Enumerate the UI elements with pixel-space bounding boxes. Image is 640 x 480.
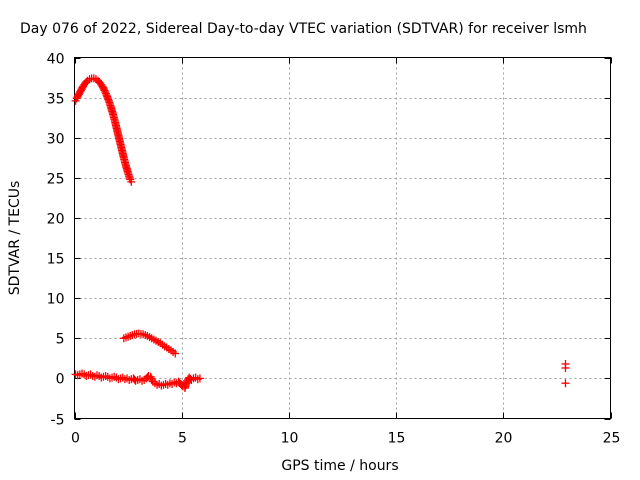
y-tick-label: 40 xyxy=(47,52,65,68)
x-tick-label: 15 xyxy=(388,431,406,447)
y-tick-label: -5 xyxy=(51,413,65,429)
grid-lines xyxy=(74,57,611,419)
series-track-high xyxy=(71,74,136,186)
x-tick-label: 25 xyxy=(603,431,621,447)
x-tick-label: 20 xyxy=(495,431,513,447)
data-point xyxy=(135,375,144,384)
y-tick-label: 20 xyxy=(47,212,65,228)
y-tick-label: 10 xyxy=(47,292,65,308)
x-tick-label: 10 xyxy=(281,431,299,447)
data-points xyxy=(71,74,570,393)
data-point xyxy=(84,371,93,380)
x-axis-label: GPS time / hours xyxy=(281,458,398,474)
axis-ticks xyxy=(74,57,612,420)
data-point xyxy=(561,379,570,388)
x-tick-label: 5 xyxy=(178,431,187,447)
chart-title: Day 076 of 2022, Sidereal Day-to-day VTE… xyxy=(20,21,587,37)
y-tick-label: 15 xyxy=(47,252,65,268)
y-tick-label: 25 xyxy=(47,172,65,188)
x-tick-label: 0 xyxy=(71,431,80,447)
data-point xyxy=(193,375,202,384)
y-tick-labels: -5 0 5 10 15 20 25 30 35 40 xyxy=(47,52,65,429)
y-tick-label: 5 xyxy=(56,332,65,348)
plot-frame xyxy=(74,57,611,419)
y-tick-label: 30 xyxy=(47,132,65,148)
data-point xyxy=(561,363,570,372)
data-point xyxy=(171,349,180,358)
series-track-near-zero xyxy=(71,369,204,393)
series-late-points xyxy=(561,359,570,388)
y-tick-label: 0 xyxy=(56,372,65,388)
data-point xyxy=(127,177,136,186)
y-axis-label: SDTVAR / TECUs xyxy=(7,181,23,296)
data-point xyxy=(195,374,204,383)
series-track-mid xyxy=(119,329,180,358)
y-tick-label: 35 xyxy=(47,92,65,108)
x-tick-labels: 0 5 10 15 20 25 xyxy=(71,431,620,447)
